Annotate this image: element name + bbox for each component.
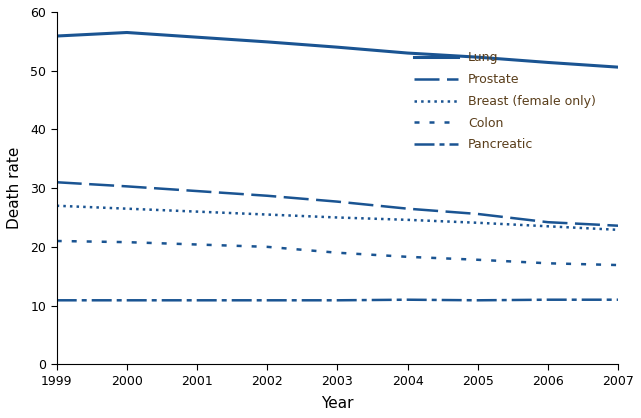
Pancreatic (193, 298, 201, 303)
Y-axis label: Death rate: Death rate (7, 147, 22, 229)
Line: Prostate: Prostate (56, 182, 618, 226)
Pancreatic (123, 298, 131, 303)
Breast (female only) (333, 215, 341, 220)
Prostate (263, 193, 271, 198)
X-axis label: Year: Year (321, 396, 354, 411)
Colon (544, 261, 552, 266)
Lung (614, 65, 622, 70)
Line: Lung: Lung (56, 33, 618, 67)
Lung (404, 51, 412, 56)
Colon (474, 257, 481, 262)
Breast (female only) (53, 203, 60, 208)
Prostate (193, 189, 201, 194)
Prostate (53, 180, 60, 185)
Breast (female only) (263, 212, 271, 217)
Legend: Lung, Prostate, Breast (female only), Colon, Pancreatic: Lung, Prostate, Breast (female only), Co… (409, 46, 601, 156)
Colon (263, 245, 271, 250)
Colon (53, 239, 60, 244)
Pancreatic (404, 297, 412, 302)
Pancreatic (474, 298, 481, 303)
Lung (53, 33, 60, 38)
Breast (female only) (474, 220, 481, 225)
Colon (123, 240, 131, 245)
Breast (female only) (193, 209, 201, 214)
Breast (female only) (544, 224, 552, 229)
Prostate (614, 223, 622, 228)
Line: Colon: Colon (56, 241, 618, 265)
Lung (123, 30, 131, 35)
Lung (333, 45, 341, 50)
Lung (544, 60, 552, 65)
Lung (263, 39, 271, 44)
Prostate (333, 199, 341, 204)
Pancreatic (263, 298, 271, 303)
Line: Breast (female only): Breast (female only) (56, 206, 618, 230)
Prostate (474, 212, 481, 217)
Breast (female only) (614, 227, 622, 232)
Prostate (123, 184, 131, 189)
Colon (193, 242, 201, 247)
Colon (404, 254, 412, 259)
Lung (474, 55, 481, 60)
Pancreatic (53, 298, 60, 303)
Pancreatic (614, 297, 622, 302)
Breast (female only) (404, 217, 412, 222)
Pancreatic (333, 298, 341, 303)
Breast (female only) (123, 206, 131, 211)
Pancreatic (544, 297, 552, 302)
Colon (614, 263, 622, 268)
Prostate (544, 220, 552, 225)
Lung (193, 35, 201, 40)
Colon (333, 250, 341, 255)
Prostate (404, 206, 412, 211)
